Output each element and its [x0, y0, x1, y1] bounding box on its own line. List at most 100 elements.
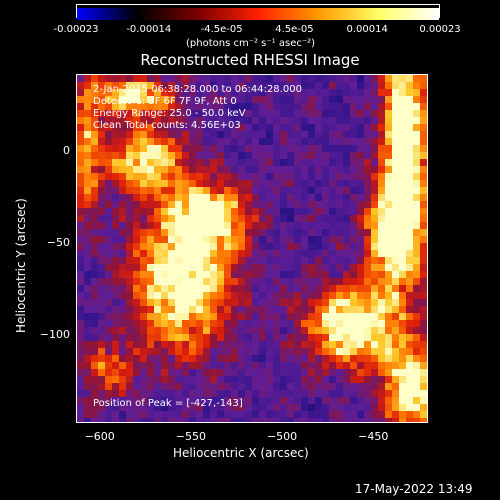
heatmap-cell — [364, 383, 371, 390]
heatmap-cell — [231, 124, 238, 131]
heatmap-cell — [189, 292, 196, 299]
heatmap-cell — [343, 306, 350, 313]
heatmap-cell — [343, 89, 350, 96]
heatmap-cell — [378, 236, 385, 243]
heatmap-cell — [210, 166, 217, 173]
heatmap-cell — [280, 418, 287, 422]
heatmap-cell — [371, 215, 378, 222]
heatmap-cell — [280, 320, 287, 327]
heatmap-cell — [217, 138, 224, 145]
heatmap-cell — [301, 131, 308, 138]
heatmap-cell — [77, 201, 84, 208]
heatmap-cell — [371, 306, 378, 313]
heatmap-cell — [91, 369, 98, 376]
heatmap-cell — [301, 320, 308, 327]
heatmap-cell — [420, 194, 427, 201]
heatmap-cell — [413, 404, 420, 411]
heatmap-cell — [217, 285, 224, 292]
heatmap-cell — [133, 334, 140, 341]
heatmap-cell — [112, 236, 119, 243]
heatmap-cell — [266, 376, 273, 383]
heatmap-cell — [343, 82, 350, 89]
heatmap-cell — [98, 285, 105, 292]
heatmap-cell — [231, 306, 238, 313]
heatmap-cell — [224, 229, 231, 236]
heatmap-cell — [336, 355, 343, 362]
heatmap-cell — [371, 341, 378, 348]
heatmap-cell — [161, 117, 168, 124]
heatmap-cell — [371, 257, 378, 264]
heatmap-cell — [105, 103, 112, 110]
heatmap-cell — [343, 355, 350, 362]
heatmap-cell — [133, 110, 140, 117]
heatmap-cell — [77, 166, 84, 173]
heatmap-cell — [350, 152, 357, 159]
heatmap-cell — [364, 369, 371, 376]
heatmap-cell — [112, 327, 119, 334]
heatmap-cell — [217, 236, 224, 243]
heatmap-cell — [161, 180, 168, 187]
heatmap-cell — [210, 327, 217, 334]
heatmap-cell — [343, 236, 350, 243]
heatmap-cell — [105, 215, 112, 222]
heatmap-cell — [105, 404, 112, 411]
heatmap-cell — [245, 138, 252, 145]
heatmap-cell — [119, 250, 126, 257]
heatmap-cell — [301, 306, 308, 313]
heatmap-cell — [364, 75, 371, 82]
heatmap-cell — [287, 145, 294, 152]
heatmap-cell — [84, 411, 91, 418]
heatmap-cell — [245, 348, 252, 355]
heatmap-cell — [203, 418, 210, 422]
heatmap-cell — [371, 264, 378, 271]
heatmap-cell — [203, 208, 210, 215]
heatmap-cell — [245, 404, 252, 411]
heatmap-cell — [245, 285, 252, 292]
heatmap-cell — [77, 152, 84, 159]
heatmap-cell — [231, 103, 238, 110]
heatmap-cell — [217, 131, 224, 138]
heatmap-cell — [287, 355, 294, 362]
heatmap-cell — [357, 390, 364, 397]
heatmap-cell — [126, 320, 133, 327]
heatmap-cell — [315, 229, 322, 236]
heatmap-cell — [420, 250, 427, 257]
heatmap-cell — [119, 138, 126, 145]
heatmap-cell — [252, 250, 259, 257]
heatmap-cell — [336, 383, 343, 390]
heatmap-cell — [294, 82, 301, 89]
heatmap-cell — [203, 299, 210, 306]
heatmap-cell — [175, 103, 182, 110]
heatmap-cell — [119, 75, 126, 82]
heatmap-cell — [322, 404, 329, 411]
heatmap-cell — [133, 397, 140, 404]
heatmap-cell — [77, 75, 84, 82]
heatmap-cell — [133, 236, 140, 243]
heatmap-cell — [287, 208, 294, 215]
heatmap-cell — [140, 152, 147, 159]
heatmap-cell — [98, 138, 105, 145]
heatmap-cell — [287, 243, 294, 250]
heatmap-cell — [294, 390, 301, 397]
heatmap-cell — [378, 75, 385, 82]
heatmap-cell — [196, 138, 203, 145]
heatmap-cell — [147, 75, 154, 82]
heatmap-cell — [301, 82, 308, 89]
heatmap-cell — [154, 180, 161, 187]
heatmap-cell — [119, 341, 126, 348]
heatmap-cell — [203, 383, 210, 390]
heatmap-cell — [196, 145, 203, 152]
heatmap-cell — [301, 334, 308, 341]
heatmap-cell — [315, 131, 322, 138]
heatmap-cell — [147, 257, 154, 264]
heatmap-cell — [231, 299, 238, 306]
heatmap-cell — [98, 397, 105, 404]
heatmap-cell — [210, 124, 217, 131]
heatmap-cell — [287, 110, 294, 117]
heatmap-cell — [392, 187, 399, 194]
heatmap-cell — [357, 103, 364, 110]
x-tick-label: −500 — [266, 430, 298, 443]
heatmap-cell — [322, 194, 329, 201]
heatmap-cell — [161, 313, 168, 320]
heatmap-cell — [91, 362, 98, 369]
